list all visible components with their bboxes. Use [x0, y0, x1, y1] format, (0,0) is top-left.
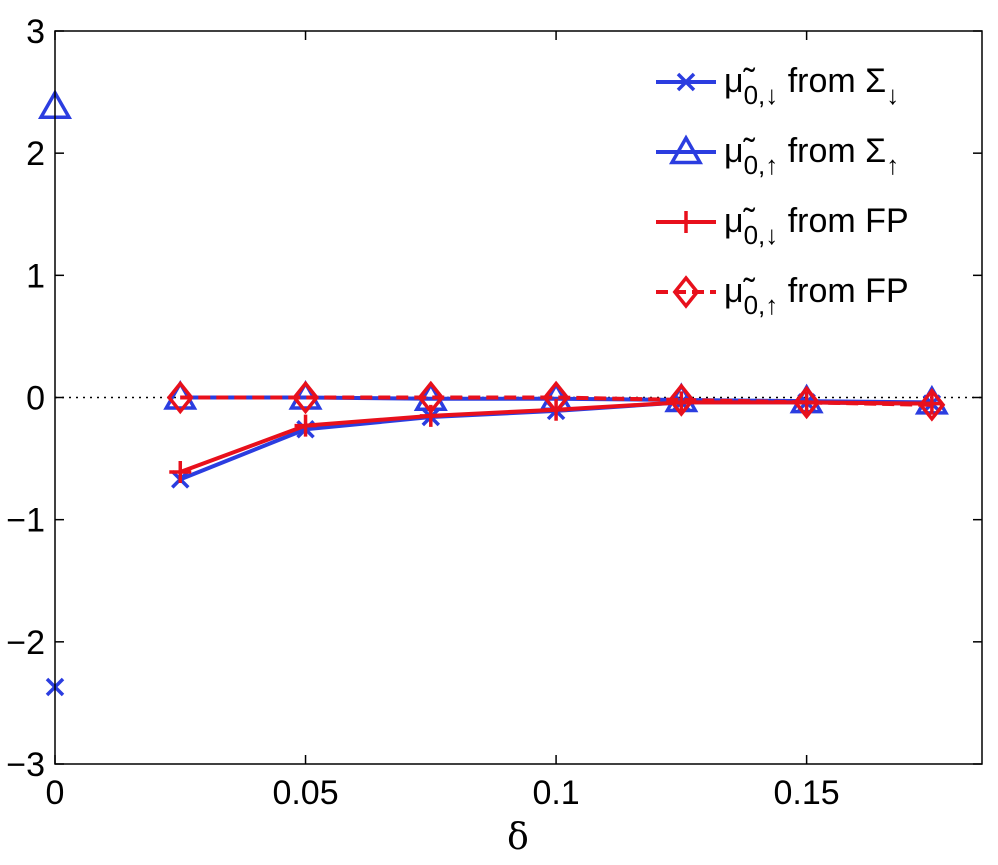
x-tick-label: 0.1: [532, 774, 579, 812]
data-point: [292, 380, 319, 415]
legend-marker: [672, 275, 700, 309]
legend-entry-1: μ̃0,↓ from Σ↓: [656, 62, 899, 110]
data-point: [294, 414, 317, 437]
y-tick-label: 0: [26, 380, 45, 418]
y-tick-label: 3: [26, 13, 45, 51]
legend-marker: [668, 134, 704, 165]
y-tick-label: −1: [6, 502, 45, 540]
series-layer: [37, 89, 949, 697]
data-point: [667, 383, 695, 417]
x-axis-label: δ: [507, 817, 529, 858]
data-point: [419, 404, 442, 427]
data-point: [542, 380, 570, 415]
data-point: [793, 385, 821, 420]
legend-label: μ̃0,↓ from FP: [724, 202, 909, 250]
y-tick-label: 2: [26, 135, 45, 173]
ticks-layer: 0 0.05 0.1 0.15 −3 −2 −1 0 1 2 3: [6, 13, 982, 812]
legend-marker: [676, 72, 696, 92]
y-tick-label: −3: [6, 746, 45, 784]
y-tick-label: −2: [6, 624, 45, 662]
data-point: [417, 380, 445, 415]
x-tick-label: 0.15: [774, 774, 840, 812]
data-point: [166, 380, 194, 415]
series-4: [166, 380, 946, 422]
y-tick-label: 1: [26, 257, 45, 295]
legend-label: μ̃0,↓ from Σ↓: [724, 62, 899, 110]
x-tick-label: 0: [46, 774, 65, 812]
data-point: [169, 461, 192, 484]
data-point: [918, 388, 946, 422]
legend-marker: [675, 211, 697, 233]
x-tick-label: 0.05: [272, 774, 338, 812]
legend-entry-3: μ̃0,↓ from FP: [656, 202, 909, 250]
